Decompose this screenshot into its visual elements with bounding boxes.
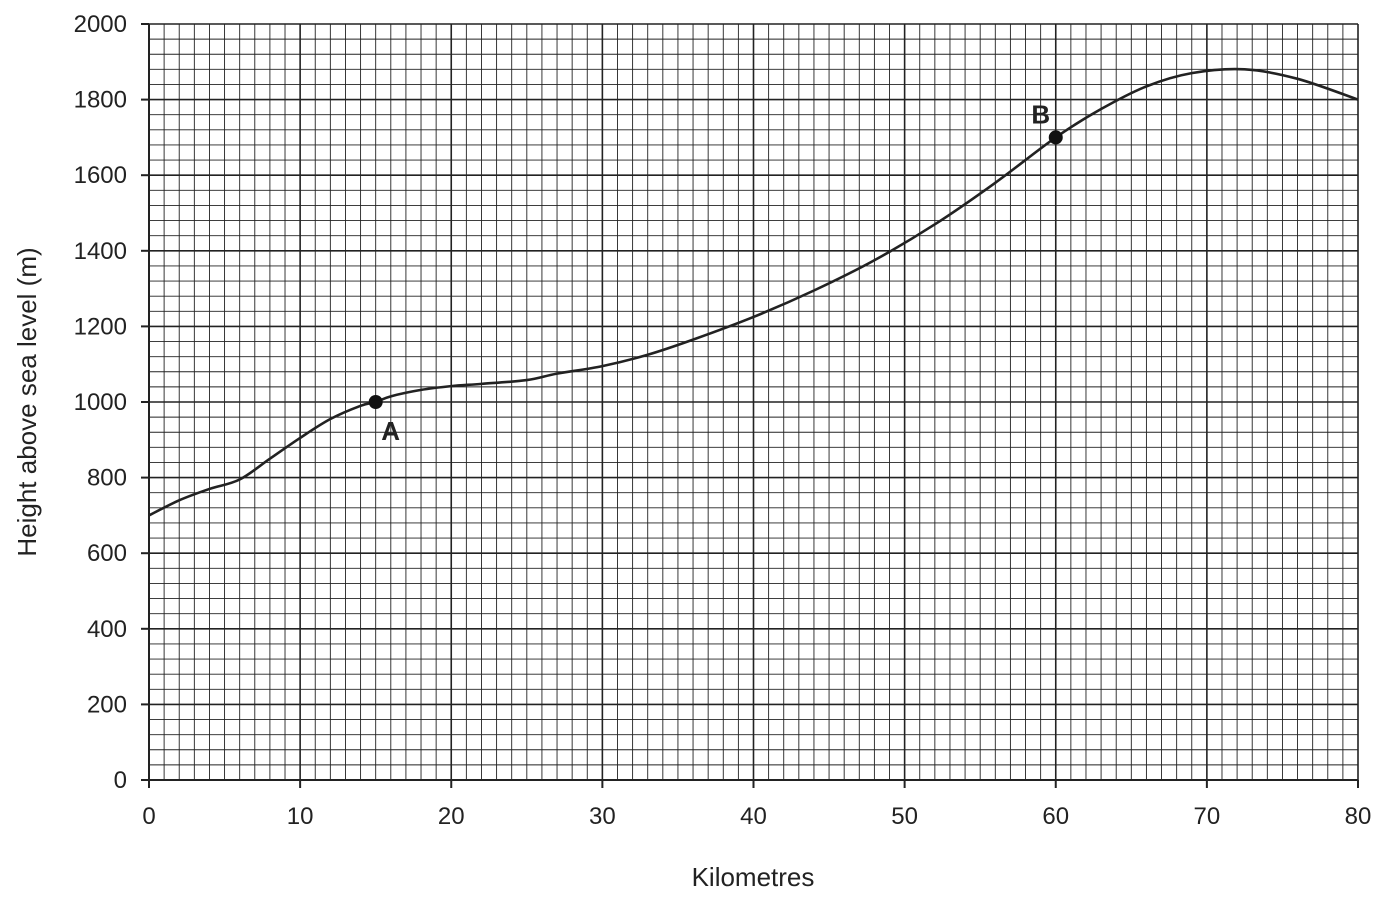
y-tick-label: 1400 — [74, 238, 127, 265]
x-tick-label: 10 — [287, 803, 314, 830]
point-a-label: A — [381, 416, 400, 446]
marked-points: AB — [368, 99, 1063, 446]
x-tick-label: 30 — [589, 803, 616, 830]
y-tick-label: 1800 — [74, 87, 127, 114]
point-b-marker — [1048, 130, 1063, 145]
x-axis-title: Kilometres — [692, 862, 815, 892]
x-tick-label: 60 — [1042, 803, 1069, 830]
height-profile-line — [148, 67, 1359, 517]
tick-labels: 0 10 20 30 40 50 60 70 8002004006008001000120014… — [74, 11, 1372, 830]
y-tick-label: 0 — [114, 767, 127, 794]
y-tick-label: 800 — [87, 465, 127, 492]
axes — [141, 23, 1359, 788]
y-tick-label: 200 — [87, 691, 127, 718]
x-tick-label: 50 — [891, 803, 918, 830]
grid — [148, 23, 1359, 781]
x-tick-label: 80 — [1345, 803, 1372, 830]
y-tick-label: 400 — [87, 616, 127, 643]
x-tick-label: 20 — [438, 803, 465, 830]
y-axis-title: Height above sea level (m) — [12, 247, 42, 556]
y-tick-label: 600 — [87, 540, 127, 567]
x-tick-label: 40 — [740, 803, 767, 830]
y-tick-label: 1000 — [74, 389, 127, 416]
y-tick-label: 1600 — [74, 162, 127, 189]
x-tick-label: 0 — [142, 803, 155, 830]
y-tick-label: 1200 — [74, 313, 127, 340]
point-a-marker — [368, 395, 383, 409]
y-tick-label: 2000 — [74, 11, 127, 38]
point-b-label: B — [1031, 99, 1050, 129]
x-tick-label: 70 — [1194, 803, 1221, 830]
